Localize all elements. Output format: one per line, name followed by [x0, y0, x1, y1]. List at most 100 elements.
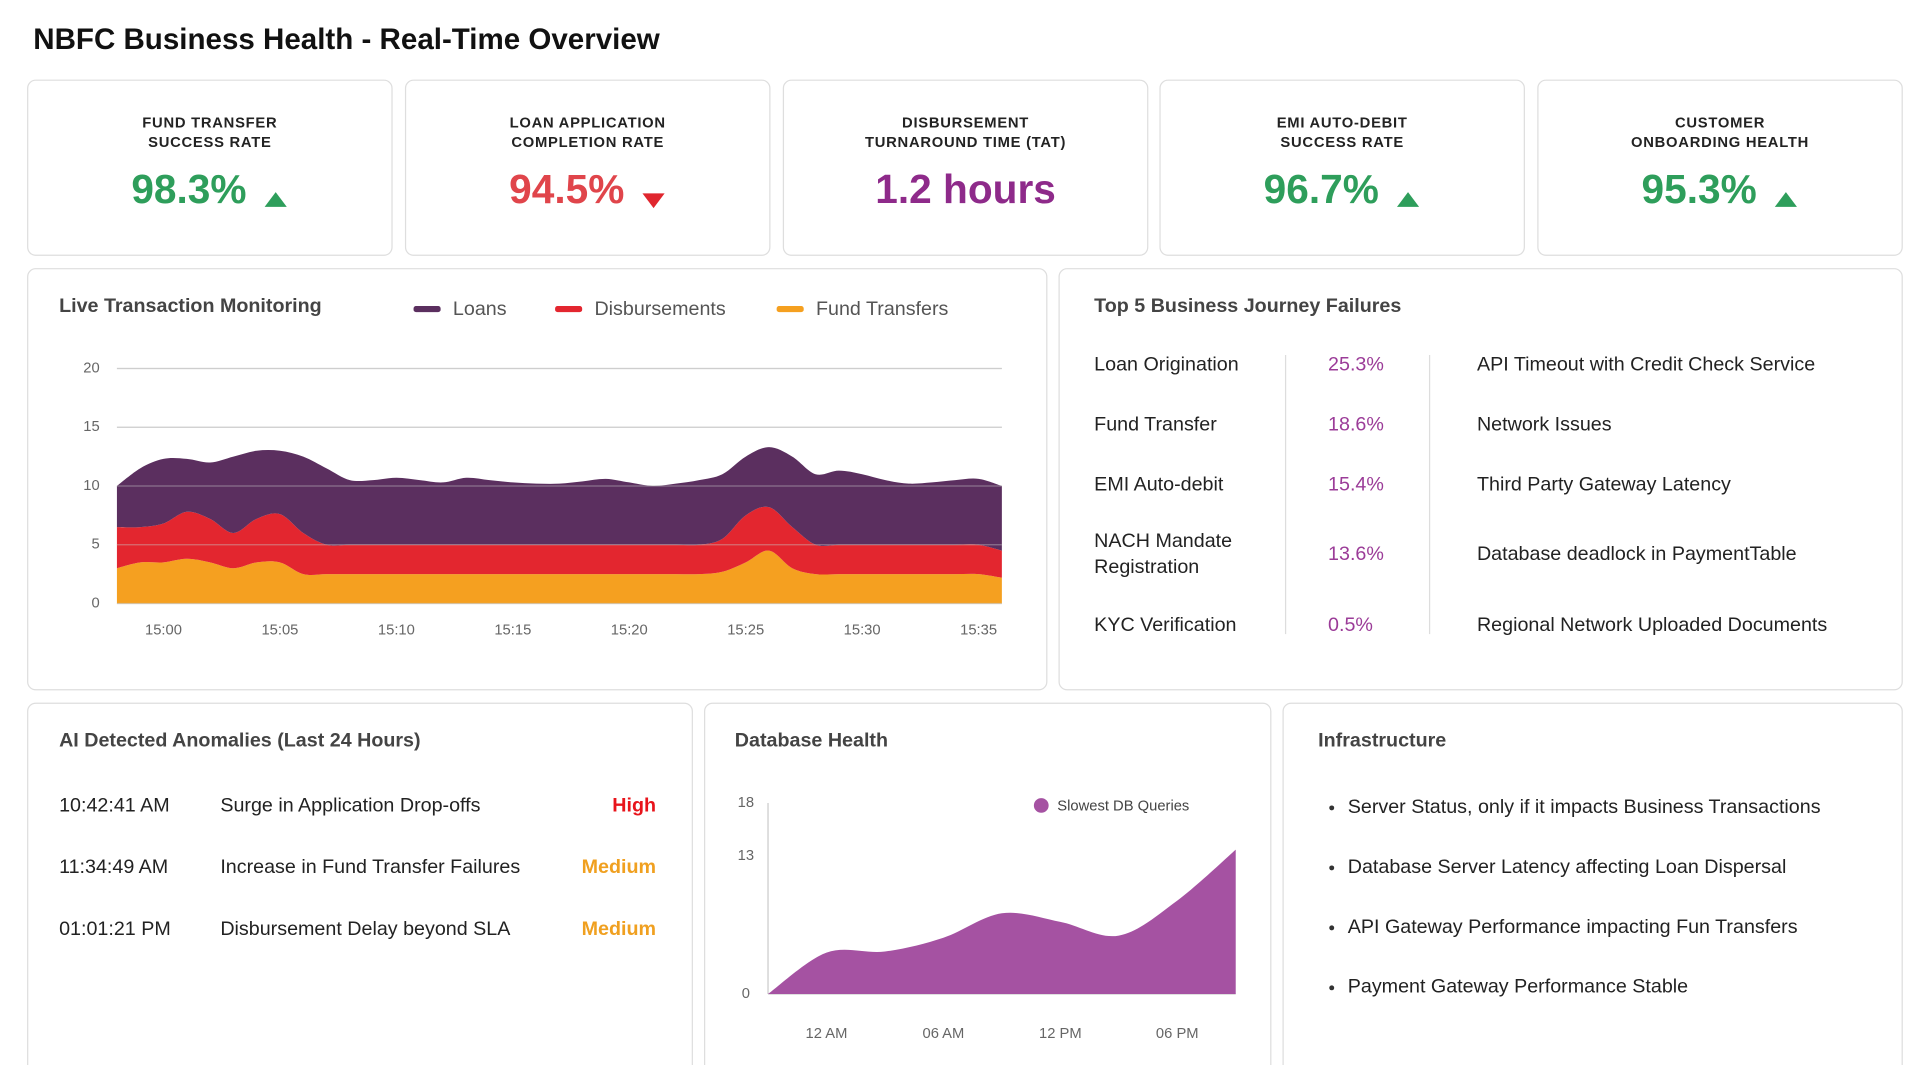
kpi-label: LOAN APPLICATION COMPLETION RATE	[406, 113, 769, 152]
live-chart: 0 5 10 15 20 15:00 15:05 15:10 15:15 15:20 15:25 15…	[83, 298, 1002, 638]
kpi-label: FUND TRANSFER SUCCESS RATE	[28, 113, 391, 152]
trend-up	[1397, 192, 1420, 207]
page-title: NBFC Business Health - Real-Time Overvie…	[33, 23, 660, 57]
legend-label: Loans	[453, 298, 507, 320]
x-tick-label: 06 PM	[1156, 1026, 1199, 1042]
anomaly-description: Surge in Application Drop-offs	[220, 795, 481, 817]
y-tick-label: 20	[83, 360, 99, 376]
separator	[1428, 354, 1431, 635]
x-tick-label: 15:05	[261, 622, 298, 638]
infra-item: Payment Gateway Performance Stable	[1347, 976, 1689, 998]
live-panel: Live Transaction Monitoring 0 5 10 15 20 15:0…	[27, 268, 1048, 691]
separator	[1284, 354, 1287, 635]
anomaly-severity: High	[612, 795, 657, 817]
failure-percent: 25.3%	[1328, 354, 1384, 376]
x-tick-label: 15:15	[494, 622, 531, 638]
failure-reason: API Timeout with Credit Check Service	[1476, 354, 1816, 376]
failure-percent: 18.6%	[1328, 414, 1384, 436]
kpi-label-line: COMPLETION RATE	[511, 133, 665, 151]
legend-label: Disbursements	[594, 298, 725, 320]
x-tick-label: 15:25	[727, 622, 764, 638]
area	[116, 447, 1002, 551]
legend-label: Slowest DB Queries	[1057, 799, 1189, 815]
trend-up	[1775, 192, 1798, 207]
y-tick-label: 18	[738, 795, 754, 811]
failure-reason: Network Issues	[1476, 414, 1612, 436]
bullet	[1329, 925, 1335, 931]
area	[768, 849, 1236, 994]
trend-icon	[264, 192, 288, 207]
kpi-card: LOAN APPLICATION COMPLETION RATE 94.5%	[404, 79, 771, 256]
db-chart: 0 13 18 12 AM 06 AM 12 PM 06 PM Slowest DB Quer…	[738, 795, 1236, 1042]
db-panel: Database Health 0 13 18 12 AM 06 AM 12 PM 06 P…	[704, 702, 1272, 1065]
journey-name: KYC Verification	[1094, 615, 1237, 636]
kpi-label-line: LOAN APPLICATION	[509, 113, 666, 131]
failure-reason: Third Party Gateway Latency	[1476, 474, 1731, 496]
kpi-row: 94.5%	[406, 166, 769, 213]
panel-title: Top 5 Business Journey Failures	[1094, 296, 1402, 318]
legend-dot	[1033, 798, 1049, 813]
journey-name: Loan Origination	[1094, 354, 1239, 376]
anomalies-panel: AI Detected Anomalies (Last 24 Hours) 10…	[27, 702, 693, 1065]
kpi-label-line: SUCCESS RATE	[1280, 133, 1404, 151]
y-tick-label: 15	[83, 419, 99, 435]
legend-swatch	[776, 306, 804, 313]
y-tick-label: 0	[91, 595, 99, 611]
journey-name: Fund Transfer	[1094, 414, 1217, 436]
kpi-label-line: FUND TRANSFER	[142, 113, 278, 131]
x-tick-label: 12 PM	[1039, 1026, 1082, 1042]
kpi-label-line: TURNAROUND TIME (TAT)	[864, 133, 1067, 151]
anomaly-severity: Medium	[581, 856, 657, 878]
panel-title: Database Health	[734, 730, 889, 752]
x-tick-label: 15:30	[844, 622, 881, 638]
x-tick-label: 15:00	[145, 622, 182, 638]
kpi-card: EMI AUTO-DEBIT SUCCESS RATE 96.7%	[1159, 79, 1525, 256]
bullet	[1329, 985, 1335, 991]
trend-down	[642, 193, 665, 209]
kpi-label-line: EMI AUTO-DEBIT	[1276, 113, 1408, 131]
failure-reason: Regional Network Uploaded Documents	[1476, 615, 1828, 636]
failures-panel: Top 5 Business Journey Failures Loan Ori…	[1058, 268, 1903, 691]
trend-icon	[1397, 192, 1420, 207]
kpi-label: EMI AUTO-DEBIT SUCCESS RATE	[1161, 113, 1524, 152]
infra-item: API Gateway Performance impacting Fun Tr…	[1347, 916, 1798, 938]
area	[116, 550, 1002, 604]
kpi-card: FUND TRANSFER SUCCESS RATE 98.3%	[27, 79, 393, 256]
x-tick-label: 15:20	[611, 622, 648, 638]
panel-title: Infrastructure	[1318, 730, 1447, 752]
y-tick-label: 0	[742, 986, 750, 1002]
kpi-value: 96.7%	[1263, 166, 1379, 212]
x-tick-label: 06 AM	[922, 1026, 964, 1042]
kpi-label-line: SUCCESS RATE	[148, 133, 272, 151]
infra-panel: Infrastructure Server Status, only if it…	[1282, 702, 1903, 1065]
bullet	[1329, 805, 1335, 811]
kpi-label-line: CUSTOMER	[1674, 113, 1766, 131]
trend-icon	[1775, 192, 1798, 207]
kpi-value: 94.5%	[509, 166, 625, 212]
x-tick-label: 15:35	[960, 622, 997, 638]
area	[116, 506, 1002, 578]
anomaly-severity: Medium	[581, 919, 657, 941]
y-tick-label: 10	[83, 478, 99, 494]
y-tick-label: 13	[738, 848, 754, 864]
kpi-label: DISBURSEMENT TURNAROUND TIME (TAT)	[784, 113, 1147, 152]
kpi-value: 95.3%	[1641, 166, 1757, 212]
failure-percent: 13.6%	[1328, 544, 1384, 565]
kpi-row: 1.2 hours	[784, 166, 1147, 213]
x-tick-label: 15:10	[378, 622, 415, 638]
failure-percent: 0.5%	[1328, 615, 1373, 636]
kpi-label: CUSTOMER ONBOARDING HEALTH	[1539, 113, 1902, 152]
infra-item: Server Status, only if it impacts Busine…	[1347, 796, 1821, 818]
infra-item: Database Server Latency affecting Loan D…	[1347, 856, 1787, 878]
bullet	[1329, 865, 1335, 871]
kpi-label-line: ONBOARDING HEALTH	[1631, 133, 1810, 151]
kpi-value: 1.2 hours	[875, 166, 1056, 212]
anomaly-time: 01:01:21 PM	[59, 919, 171, 941]
legend-label: Fund Transfers	[816, 298, 949, 320]
kpi-card: CUSTOMER ONBOARDING HEALTH 95.3%	[1537, 79, 1903, 256]
y-tick-label: 5	[91, 537, 99, 553]
anomaly-description: Disbursement Delay beyond SLA	[220, 919, 511, 941]
kpi-row: 98.3%	[28, 166, 391, 213]
anomaly-time: 11:34:49 AM	[59, 856, 169, 878]
